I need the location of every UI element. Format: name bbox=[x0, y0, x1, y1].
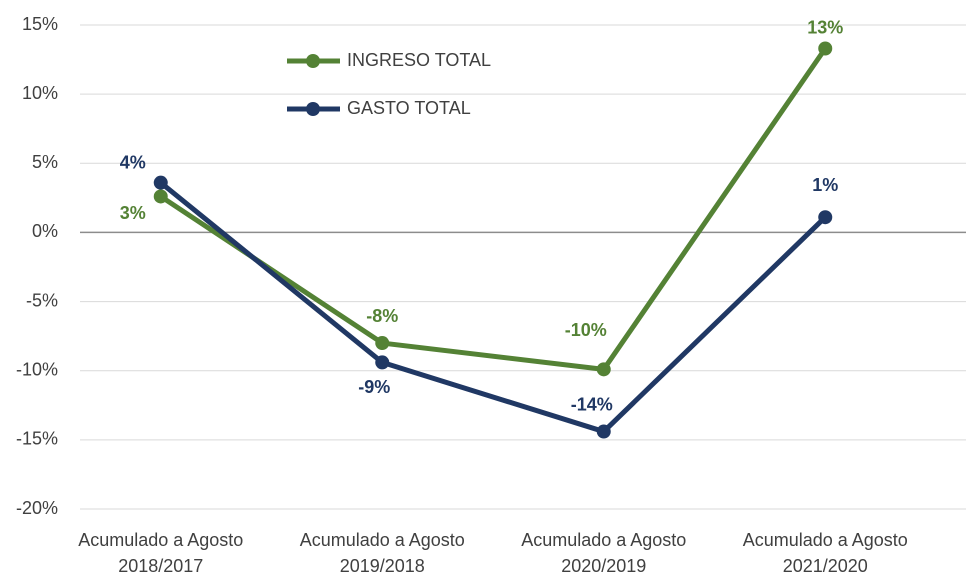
y-tick-label: -5% bbox=[26, 290, 58, 310]
y-tick-label: -20% bbox=[16, 498, 58, 518]
legend-marker bbox=[306, 54, 320, 68]
x-tick-label: Acumulado a Agosto bbox=[521, 530, 686, 550]
x-tick-label: 2021/2020 bbox=[783, 556, 868, 576]
value-label: -8% bbox=[366, 306, 398, 326]
value-label: 3% bbox=[120, 203, 146, 223]
y-tick-label: 0% bbox=[32, 221, 58, 241]
point bbox=[596, 362, 611, 377]
x-tick-label: Acumulado a Agosto bbox=[78, 530, 243, 550]
value-label: 13% bbox=[807, 17, 843, 37]
value-label: -9% bbox=[358, 377, 390, 397]
point bbox=[818, 210, 833, 225]
line bbox=[159, 180, 827, 435]
legend-label: GASTO TOTAL bbox=[347, 98, 471, 118]
y-tick-label: 10% bbox=[22, 83, 58, 103]
x-tick-label: Acumulado a Agosto bbox=[300, 530, 465, 550]
value-label: 1% bbox=[812, 175, 838, 195]
x-tick-label: 2018/2017 bbox=[118, 556, 203, 576]
y-tick-label: 5% bbox=[32, 152, 58, 172]
line bbox=[159, 47, 828, 372]
legend-label: INGRESO TOTAL bbox=[347, 50, 491, 70]
x-tick-label: Acumulado a Agosto bbox=[743, 530, 908, 550]
legend-marker bbox=[306, 102, 320, 116]
point bbox=[818, 41, 833, 56]
y-tick-label: -10% bbox=[16, 359, 58, 379]
point bbox=[375, 355, 390, 370]
point bbox=[596, 424, 611, 439]
value-label: -10% bbox=[565, 320, 607, 340]
y-tick-label: 15% bbox=[22, 14, 58, 34]
point bbox=[153, 189, 168, 204]
value-label: 4% bbox=[120, 152, 146, 172]
point bbox=[153, 175, 168, 190]
value-label: -14% bbox=[571, 394, 613, 414]
point bbox=[375, 336, 390, 351]
x-tick-label: 2019/2018 bbox=[340, 556, 425, 576]
x-tick-label: 2020/2019 bbox=[561, 556, 646, 576]
y-tick-label: -15% bbox=[16, 429, 58, 449]
